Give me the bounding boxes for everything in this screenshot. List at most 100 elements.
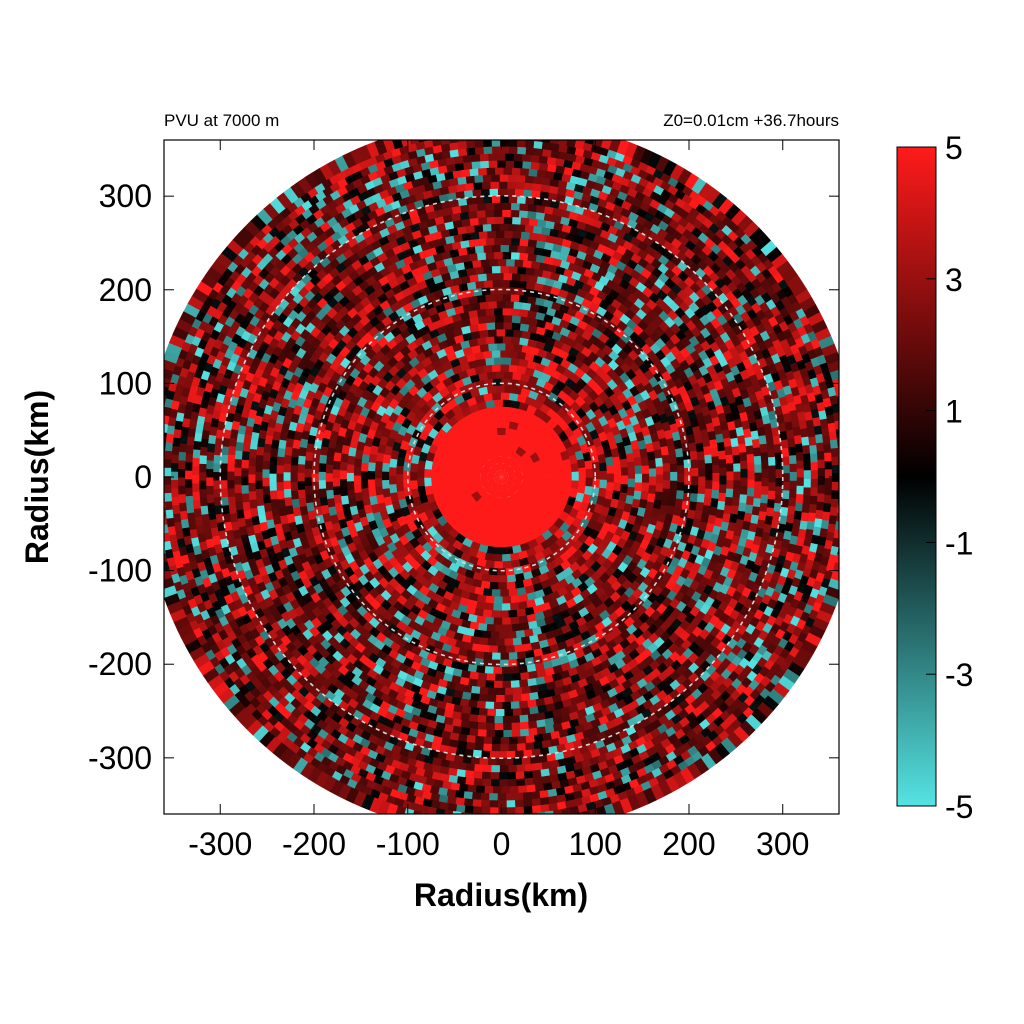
heatmap-cell (489, 481, 499, 491)
heatmap-cell (501, 469, 507, 477)
heatmap-cell (501, 471, 509, 477)
heatmap-cell (583, 392, 596, 406)
heatmap-cell (408, 391, 422, 405)
heatmap-cell (465, 477, 475, 487)
heatmap-cell (466, 524, 479, 536)
heatmap-cell (420, 389, 433, 403)
plot-area (163, 139, 840, 815)
heatmap-cell (470, 451, 482, 464)
heatmap-cell (570, 380, 584, 394)
heatmap-cell (537, 491, 549, 504)
heatmap-cell (429, 400, 442, 414)
heatmap-cell (491, 496, 502, 506)
heatmap-cell (488, 524, 499, 535)
heatmap-cell (564, 466, 574, 477)
heatmap-cell (504, 405, 515, 415)
heatmap-cell (491, 419, 501, 429)
heatmap-cell (453, 533, 467, 546)
heatmap-cell (420, 379, 434, 393)
heatmap-cell (426, 384, 440, 398)
heatmap-cell (412, 543, 426, 557)
heatmap-cell (523, 425, 536, 438)
heatmap-cell (469, 500, 482, 513)
heatmap-cell (493, 489, 504, 499)
heatmap-cell (553, 506, 565, 519)
heatmap-cell (557, 543, 571, 557)
heatmap-cell (491, 448, 503, 458)
heatmap-cell (566, 406, 580, 420)
heatmap-cell (550, 469, 559, 479)
heatmap-cell (464, 446, 477, 459)
heatmap-cell (407, 537, 421, 551)
heatmap-cell (508, 450, 521, 462)
heatmap-cell (501, 474, 509, 479)
heatmap-cell (542, 476, 552, 487)
heatmap-cell (495, 470, 502, 477)
heatmap-cell (574, 394, 588, 407)
heatmap-cell (502, 553, 512, 564)
heatmap-cell (501, 448, 512, 458)
heatmap-cell (506, 524, 517, 535)
heatmap-cell (459, 519, 472, 532)
heatmap-cell (500, 419, 511, 429)
heatmap-cell (535, 468, 545, 478)
heatmap-cell (491, 441, 502, 450)
heatmap-cell (473, 471, 481, 482)
heatmap-cell (585, 477, 595, 487)
heatmap-cell (547, 501, 560, 514)
heatmap-cell (566, 545, 579, 559)
heatmap-cell (570, 479, 581, 490)
heatmap-cell (487, 471, 496, 479)
heatmap-cell (499, 462, 508, 471)
heatmap-cell (504, 546, 514, 556)
heatmap-cell (476, 454, 489, 467)
heatmap-cell (426, 538, 440, 551)
heatmap-cell (578, 542, 592, 555)
heatmap-cell (444, 470, 453, 481)
heatmap-cell (426, 427, 439, 440)
heatmap-cell (507, 468, 516, 477)
heatmap-cell (509, 459, 521, 471)
heatmap-cell (506, 538, 517, 549)
heatmap-cell (575, 405, 589, 419)
heatmap-cell (504, 463, 514, 473)
heatmap-cell (532, 498, 545, 511)
heatmap-cell (451, 477, 461, 487)
heatmap-cell (458, 471, 467, 482)
heatmap-cell (415, 468, 425, 479)
heatmap-cell (497, 540, 508, 549)
heatmap-cell (429, 477, 439, 488)
heatmap-cell (445, 436, 458, 449)
heatmap-cell (449, 444, 461, 457)
heatmap-cell (606, 473, 617, 483)
heatmap-cell (493, 511, 504, 520)
heatmap-cell (412, 554, 426, 568)
heatmap-cell (463, 514, 476, 527)
heatmap-cell (473, 462, 484, 474)
plot-label-left: PVU at 7000 m (164, 111, 279, 130)
heatmap-cell (494, 475, 502, 480)
heatmap-cell (407, 548, 420, 562)
heatmap-cell (458, 443, 471, 456)
heatmap-cell (414, 535, 428, 549)
heatmap-cell (568, 388, 582, 402)
heatmap-cell (498, 469, 503, 477)
heatmap-cell (505, 412, 516, 423)
heatmap-cell (453, 437, 466, 450)
heatmap-cell (500, 477, 505, 485)
heatmap-cell (542, 395, 556, 408)
heatmap-cell (509, 483, 521, 496)
heatmap-cell (486, 405, 497, 416)
heatmap-cell (497, 525, 508, 535)
heatmap-cell (421, 531, 434, 545)
heatmap-cell (456, 526, 469, 539)
heatmap-cell (514, 487, 527, 500)
heatmap-cell (558, 510, 571, 523)
heatmap-cell (540, 500, 552, 513)
heatmap-cell (436, 478, 447, 488)
heatmap-cell (471, 518, 484, 531)
heatmap-cell (419, 560, 433, 574)
heatmap-cell (496, 477, 502, 485)
heatmap-cell (436, 469, 446, 480)
heatmap-cell (573, 548, 586, 562)
